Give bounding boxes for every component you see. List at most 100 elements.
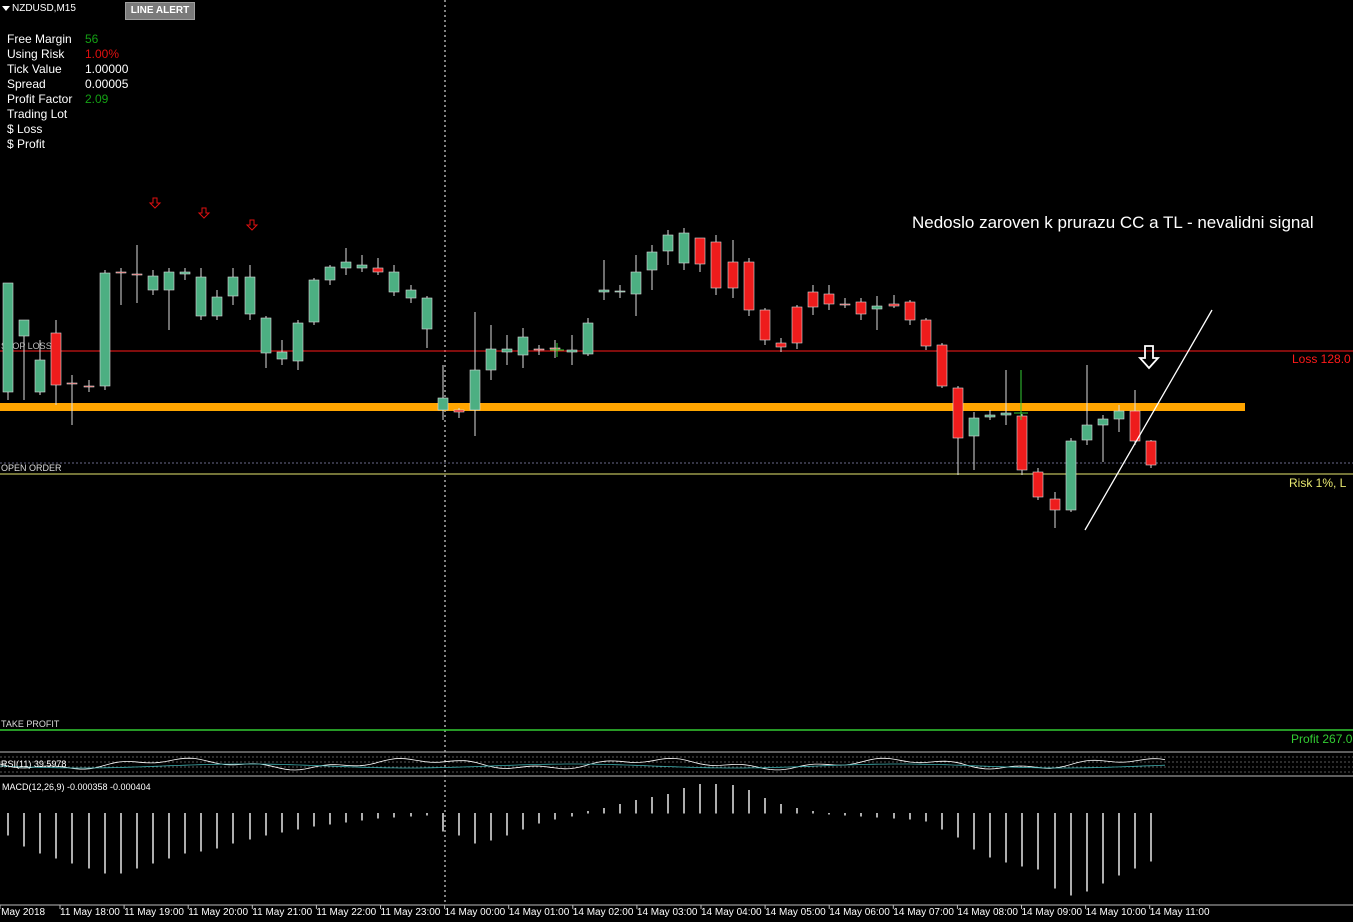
candle-body	[405, 289, 417, 299]
candle-body	[855, 301, 867, 315]
candle-body	[630, 271, 642, 295]
time-tick-label: 14 May 04:00	[701, 907, 762, 918]
info-label: $ Loss	[7, 122, 43, 136]
candle-body	[388, 271, 400, 293]
candle-body	[501, 348, 513, 353]
time-tick-label: 11 May 23:00	[381, 907, 441, 918]
candle-body	[807, 291, 819, 308]
candle-body	[50, 332, 62, 386]
candle-body	[2, 282, 14, 393]
symbol-dropdown-icon[interactable]	[2, 6, 10, 11]
time-tick-label: 14 May 02:00	[573, 907, 634, 918]
sell-signal-icon	[197, 207, 211, 219]
info-row-using-risk: Using Risk 1.00%	[7, 47, 128, 62]
candle-body	[1097, 418, 1109, 426]
sell-signal-icon	[148, 197, 162, 209]
candle-body	[115, 271, 127, 274]
time-tick-label: 14 May 01:00	[509, 907, 570, 918]
info-row-free-margin: Free Margin 56	[7, 32, 128, 47]
candle-body	[276, 351, 288, 360]
candle-body	[614, 290, 626, 293]
candle-body	[308, 279, 320, 323]
profit-value-label: Profit 267.0	[1291, 732, 1353, 746]
risk-label: Risk 1%, L	[1289, 476, 1347, 490]
candle-body	[936, 344, 948, 387]
info-panel: Free Margin 56 Using Risk 1.00% Tick Value…	[7, 32, 128, 152]
candle-body	[340, 261, 352, 269]
time-tick-label: 14 May 03:00	[637, 907, 698, 918]
candle-body	[582, 322, 594, 355]
time-tick-label: 14 May 08:00	[957, 907, 1018, 918]
candle-body	[694, 237, 706, 265]
sell-signal-icon	[245, 219, 259, 231]
candle-body	[598, 289, 610, 293]
candle-body	[904, 301, 916, 321]
info-row-loss: $ Loss	[7, 122, 128, 137]
candle-body	[147, 275, 159, 291]
line-alert-button[interactable]: LINE ALERT	[125, 2, 195, 20]
rsi-label: RSI(11) 39.5978	[1, 759, 66, 769]
info-value: 56	[85, 32, 99, 46]
candle-body	[727, 261, 739, 289]
macd-label: MACD(12,26,9) -0.000358 -0.000404	[2, 782, 151, 792]
time-tick-label: 14 May 06:00	[829, 907, 890, 918]
time-tick-label: 14 May 11:00	[1150, 907, 1210, 918]
time-tick-label: 11 May 19:00	[124, 907, 184, 918]
info-label: Spread	[7, 77, 46, 91]
time-tick-label: 14 May 09:00	[1022, 907, 1083, 918]
candle-body	[823, 293, 835, 305]
time-tick-label: 11 May 22:00	[316, 907, 376, 918]
candle-body	[66, 382, 78, 385]
info-label: Tick Value	[7, 62, 62, 76]
candle-body	[549, 347, 561, 350]
time-tick-label: 11 May 21:00	[252, 907, 312, 918]
open-order-label: OPEN ORDER	[1, 463, 62, 473]
candle-body	[1129, 410, 1141, 442]
candle-body	[678, 232, 690, 264]
candle-body	[1145, 440, 1157, 466]
candle-body	[871, 305, 883, 310]
rsi-line	[0, 757, 1166, 771]
time-tick-label: 14 May 10:00	[1086, 907, 1147, 918]
candle-body	[1049, 498, 1061, 511]
candle-body	[34, 359, 46, 393]
rsi-signal-line	[0, 763, 1166, 769]
candle-body	[759, 309, 771, 341]
time-tick-label: 11 May 2018	[0, 907, 46, 918]
info-row-profit: $ Profit	[7, 137, 128, 152]
candle-body	[292, 322, 304, 362]
candle-body	[888, 303, 900, 307]
candle-body	[453, 409, 465, 413]
info-label: Profit Factor	[7, 92, 73, 106]
candle-body	[163, 271, 175, 291]
candle-body	[260, 317, 272, 354]
info-row-tick-value: Tick Value 1.00000	[7, 62, 128, 77]
info-row-trading-lot: Trading Lot	[7, 107, 128, 122]
time-tick-label: 14 May 05:00	[765, 907, 826, 918]
candle-body	[775, 342, 787, 348]
candle-body	[83, 385, 95, 388]
candle-body	[179, 271, 191, 275]
candle-body	[1032, 471, 1044, 498]
info-label: Trading Lot	[7, 107, 68, 121]
candle-body	[437, 397, 449, 411]
candle-body	[1000, 412, 1012, 416]
trendline	[1084, 309, 1213, 531]
candle-body	[791, 306, 803, 344]
time-tick-label: 11 May 18:00	[60, 907, 120, 918]
time-tick-label: 14 May 00:00	[445, 907, 506, 918]
candle-body	[211, 296, 223, 317]
info-value: 1.00000	[85, 62, 129, 76]
info-label: Using Risk	[7, 47, 65, 61]
candle-body	[984, 414, 996, 418]
info-value: 2.09	[85, 92, 109, 106]
support-level-band	[0, 403, 1245, 411]
candle-body	[1065, 440, 1077, 511]
candle-body	[517, 336, 529, 356]
info-row-spread: Spread 0.00005	[7, 77, 128, 92]
candle-body	[1016, 415, 1028, 471]
info-label: Free Margin	[7, 32, 72, 46]
candle-body	[421, 297, 433, 330]
take-profit-label: TAKE PROFIT	[1, 719, 60, 729]
